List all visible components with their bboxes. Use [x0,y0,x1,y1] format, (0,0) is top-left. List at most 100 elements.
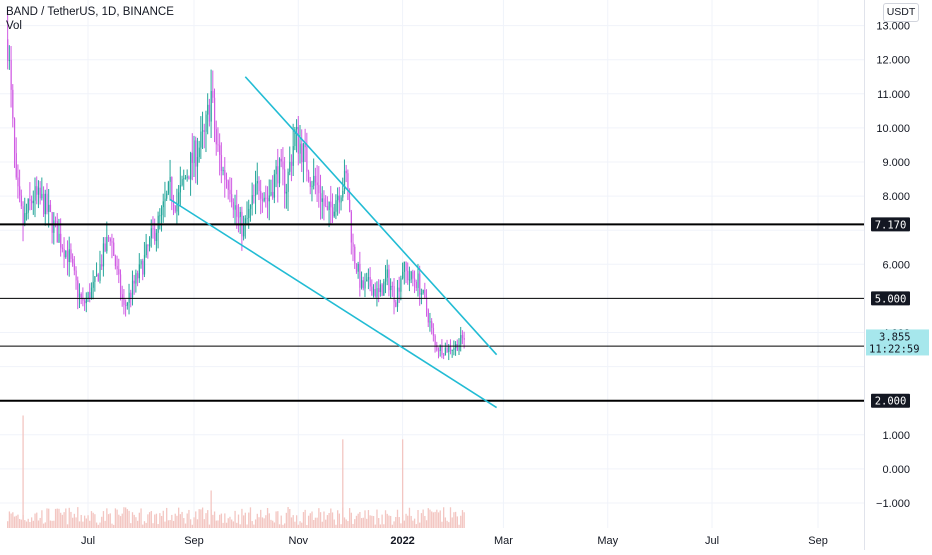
volume-bar [113,524,115,528]
candle-body [109,238,111,242]
volume-bar [345,519,347,528]
candle-body [80,293,82,299]
candle-body [396,287,399,307]
volume-bar [227,518,229,528]
candle-body [188,176,190,180]
candle-body [149,238,151,247]
candle-body [326,206,329,211]
volume-bar [461,510,464,528]
volume-bar [427,508,429,528]
candle-body [296,126,298,130]
volume-bar [92,512,94,528]
volume-bar [121,513,123,528]
volume-bar [242,515,245,528]
volume-bar [142,524,144,528]
volume-bar [357,513,359,528]
price-axis[interactable]: 13.00012.00011.00010.0009.0008.0006.0004… [876,21,910,510]
volume-bar [391,524,394,528]
candle-body [366,279,368,282]
candle-body [361,280,363,288]
volume-bar [68,507,70,528]
volume-bar [318,508,320,528]
volume-bar [232,521,235,528]
candle-body [32,200,34,204]
volume-bar [155,513,158,528]
candle-body [461,335,464,339]
volume-bar [34,513,36,528]
candle-body [371,286,373,296]
candle-body [306,147,308,172]
volume-bar [224,513,226,528]
volume-bar [381,514,383,528]
volume-bar [306,524,308,528]
volume-spike [22,415,24,528]
candle-body [53,220,55,233]
volume-bar [82,521,84,528]
candle-body [143,255,146,275]
candle-body [437,350,440,352]
volume-bar [99,522,101,528]
volume-bar [157,524,159,528]
volume-bar [201,507,204,528]
volume-bar [53,520,55,528]
price-tick-label: 8.000 [882,191,910,203]
candle-body [171,176,173,202]
symbol-title[interactable]: BAND / TetherUS, 1D, BINANCE [6,6,174,18]
volume-bar [321,521,323,528]
countdown-label: 11:22:59 [869,343,920,355]
currency-button[interactable]: USDT [883,3,919,22]
candle-body [118,269,120,275]
candle-body [22,206,24,226]
volume-bar [289,508,291,528]
candle-body [335,200,337,212]
candle-body [426,297,428,310]
candle-body [244,218,246,225]
horizontal-lines[interactable] [0,223,864,402]
trendline [169,198,498,409]
volume-bar [437,512,440,528]
volume-bar [189,519,192,528]
volume-bar [65,508,67,528]
volume-bar [186,513,188,528]
volume-bar [413,518,416,528]
volume-bar [83,515,86,528]
volume-bar [359,511,361,528]
volume-bar [366,518,368,528]
candle-body [102,243,105,267]
candle-body [25,212,28,214]
candle-body [434,335,436,346]
volume-bar [443,507,445,528]
candle-body [456,344,458,351]
candle-body [70,249,72,259]
hline-price-badge [871,291,910,306]
volume-bar [441,521,443,528]
candle-body [43,193,45,215]
candle-body [338,195,341,203]
candle-body [87,292,89,299]
volume-indicator-label[interactable]: Vol [6,20,22,32]
volume-bar [244,512,246,528]
volume-bar [160,515,163,528]
volume-bar [32,520,34,528]
volume-bar [135,517,137,528]
volume-bar [449,507,452,528]
candle-body [10,60,12,90]
candle-body [56,221,58,243]
candle-body [261,198,264,201]
volume-bar [176,515,178,528]
time-axis[interactable]: Jul Sep Nov 2022 Mar May Jul Sep [81,535,828,547]
candle-body [142,260,144,275]
volume-bar [337,510,339,528]
volume-bar [396,509,399,528]
trendlines[interactable] [169,76,498,409]
volume-bar [422,509,424,528]
volume-bar [456,516,458,528]
volume-bar [275,511,277,528]
volume-bar [326,515,329,528]
volume-bar [58,508,60,528]
candle-body [133,280,135,284]
volume-bar [42,523,45,528]
candle-body [362,280,364,289]
